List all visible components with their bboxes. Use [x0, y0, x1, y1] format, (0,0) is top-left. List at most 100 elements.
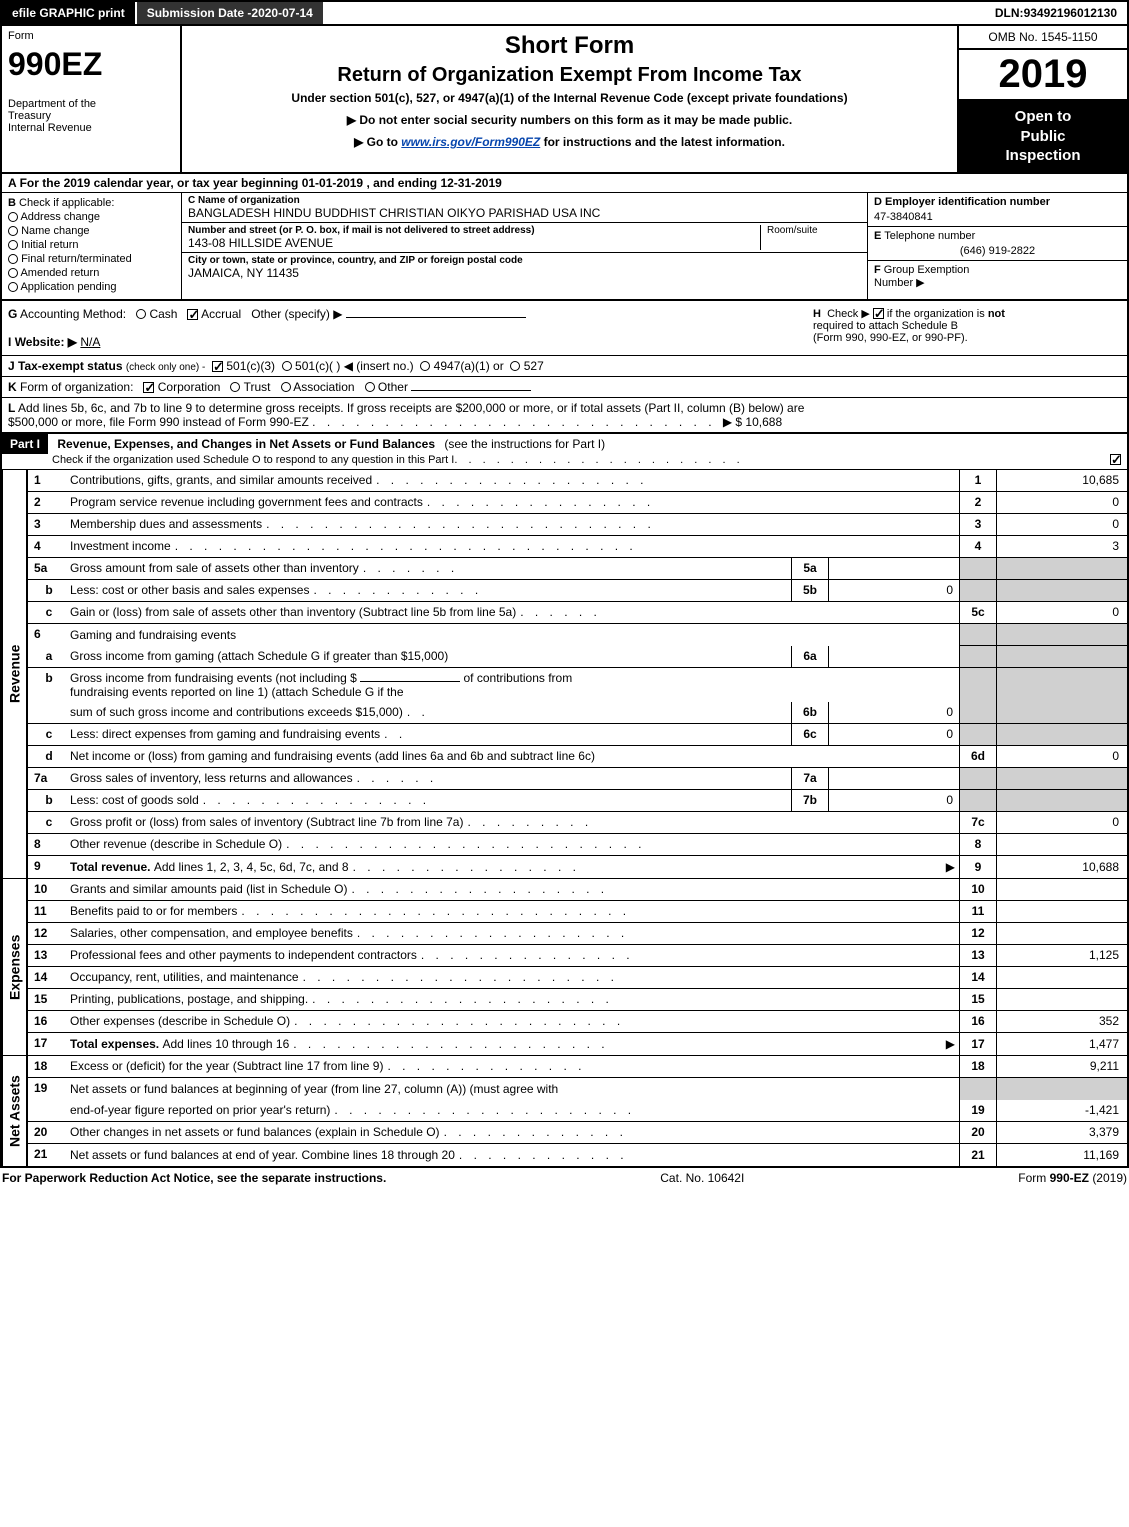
checkbox-association[interactable]	[281, 382, 291, 392]
notice2-post: for instructions and the latest informat…	[544, 135, 785, 149]
efile-print[interactable]: print	[98, 6, 125, 20]
527-label: 527	[524, 359, 544, 373]
checkbox-name-change[interactable]	[8, 226, 18, 236]
checkbox-initial-return[interactable]	[8, 240, 18, 250]
part1-dots: . . . . . . . . . . . . . . . . . . . . …	[454, 454, 1110, 466]
line-6b-blank	[360, 681, 460, 682]
part1-title-suffix: (see the instructions for Part I)	[444, 437, 605, 451]
part1-label: Part I	[2, 434, 48, 454]
checkbox-cash[interactable]	[136, 309, 146, 319]
checkbox-schedule-o-part1[interactable]	[1110, 454, 1121, 465]
line-5b-rv-grey	[997, 580, 1127, 601]
checkbox-final-return[interactable]	[8, 254, 18, 264]
checkbox-other-org[interactable]	[365, 382, 375, 392]
check-if-applicable: Check if applicable:	[19, 197, 114, 209]
year-pre: For the 2019 calendar year, or tax year …	[20, 176, 302, 190]
irs-link[interactable]: www.irs.gov/Form990EZ	[401, 135, 540, 149]
submission-block: Submission Date - 2020-07-14	[135, 2, 323, 24]
open-line3: Inspection	[963, 146, 1123, 166]
line-7a-desc: Gross sales of inventory, less returns a…	[70, 771, 353, 785]
line-5a-rv-grey	[997, 558, 1127, 579]
other-specify-label: Other (specify) ▶	[251, 307, 342, 321]
line-15-num: 15	[28, 989, 70, 1010]
line-6d-rv: 0	[997, 746, 1127, 767]
efile-block: efile GRAPHIC print	[2, 2, 135, 24]
checkbox-application-pending[interactable]	[8, 282, 18, 292]
triangle-icon: ▶	[946, 860, 955, 874]
j-section: J Tax-exempt status (check only one) - 5…	[0, 356, 1129, 377]
line-8-desc: Other revenue (describe in Schedule O)	[70, 837, 282, 851]
line-5c-desc: Gain or (loss) from sale of assets other…	[70, 605, 516, 619]
line-19-rn: 19	[959, 1100, 997, 1121]
header-left: Form 990EZ Department of the Treasury In…	[2, 26, 182, 172]
line-10-num: 10	[28, 879, 70, 900]
line-5a-sv	[829, 558, 959, 579]
line-6b-d4: sum of such gross income and contributio…	[70, 705, 403, 719]
line-1: 1 Contributions, gifts, grants, and simi…	[28, 470, 1127, 492]
l-amount: ▶ $ 10,688	[723, 415, 782, 429]
line-10-desc: Grants and similar amounts paid (list in…	[70, 882, 347, 896]
line-20-rv: 3,379	[997, 1122, 1127, 1143]
checkbox-schedule-b-not-required[interactable]	[873, 308, 884, 319]
line-13-rv: 1,125	[997, 945, 1127, 966]
checkbox-accrual[interactable]	[187, 309, 198, 320]
line-6c-rn-grey	[959, 724, 997, 745]
line-6a-sv	[829, 646, 959, 667]
checkbox-527[interactable]	[510, 361, 520, 371]
line-12-rn: 12	[959, 923, 997, 944]
line-13-desc: Professional fees and other payments to …	[70, 948, 417, 962]
line-6b-row1: b Gross income from fundraising events (…	[28, 668, 1127, 702]
line-16-rn: 16	[959, 1011, 997, 1032]
line-16-num: 16	[28, 1011, 70, 1032]
amended-return-label: Amended return	[20, 267, 99, 279]
line-17: 17 Total expenses. Add lines 10 through …	[28, 1033, 1127, 1055]
checkbox-501c3[interactable]	[212, 361, 223, 372]
line-12-num: 12	[28, 923, 70, 944]
line-7b-rv-grey	[997, 790, 1127, 811]
line-5a-num: 5a	[28, 558, 70, 579]
footer-form-word: Form	[1018, 1171, 1046, 1185]
k-label: K	[8, 380, 17, 394]
line-6c-sn: 6c	[791, 724, 829, 745]
501c3-label: 501(c)(3)	[226, 359, 275, 373]
line-6: 6 Gaming and fundraising events	[28, 624, 1127, 646]
line-19-num: 19	[28, 1078, 70, 1100]
line-17-num: 17	[28, 1033, 70, 1055]
line-7a-rn-grey	[959, 768, 997, 789]
checkbox-amended-return[interactable]	[8, 268, 18, 278]
checkbox-trust[interactable]	[230, 382, 240, 392]
year-end: 12-31-2019	[440, 176, 501, 190]
line-6b-rn-grey1	[959, 668, 997, 702]
h-check: Check ▶	[827, 308, 870, 320]
501c-label: 501(c)( )	[295, 359, 340, 373]
line-6b-sn: 6b	[791, 702, 829, 723]
line-11-desc: Benefits paid to or for members	[70, 904, 237, 918]
accounting-method-label: Accounting Method:	[20, 307, 126, 321]
line-7c-rv: 0	[997, 812, 1127, 833]
l-text1: Add lines 5b, 6c, and 7b to line 9 to de…	[18, 401, 804, 415]
line-16: 16 Other expenses (describe in Schedule …	[28, 1011, 1127, 1033]
section-def: D Employer identification number 47-3840…	[867, 193, 1127, 299]
revenue-side-label: Revenue	[2, 470, 28, 878]
notice-goto: ▶ Go to www.irs.gov/Form990EZ for instru…	[192, 135, 947, 149]
city-label: City or town, state or province, country…	[188, 255, 861, 266]
city-state-zip: JAMAICA, NY 11435	[188, 266, 861, 280]
checkbox-501c[interactable]	[282, 361, 292, 371]
efile-prefix: efile	[12, 6, 36, 20]
line-6a: a Gross income from gaming (attach Sched…	[28, 646, 1127, 668]
checkbox-address-change[interactable]	[8, 212, 18, 222]
g-label: G	[8, 307, 17, 321]
line-6d-rn: 6d	[959, 746, 997, 767]
final-return-label: Final return/terminated	[21, 253, 132, 265]
h-not: not	[988, 308, 1005, 320]
line-7a-num: 7a	[28, 768, 70, 789]
footer-form-year: (2019)	[1092, 1171, 1127, 1185]
g-section: G Accounting Method: Cash Accrual Other …	[2, 301, 807, 355]
checkbox-4947a1[interactable]	[420, 361, 430, 371]
dln-label: DLN:	[995, 6, 1024, 20]
line-7a: 7a Gross sales of inventory, less return…	[28, 768, 1127, 790]
f-label: F	[874, 264, 881, 276]
checkbox-corporation[interactable]	[143, 382, 154, 393]
line-7c: c Gross profit or (loss) from sales of i…	[28, 812, 1127, 834]
tax-year: 2019	[959, 50, 1127, 101]
